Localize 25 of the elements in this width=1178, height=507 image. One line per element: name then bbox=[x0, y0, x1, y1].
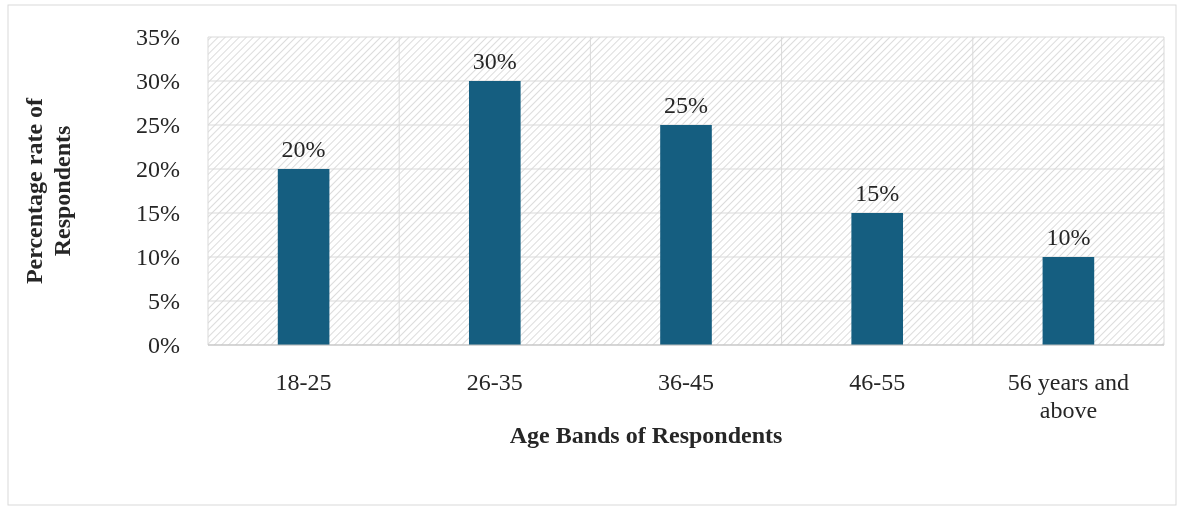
x-tick-label: 18-25 bbox=[275, 369, 332, 395]
x-axis-title: Age Bands of Respondents bbox=[509, 422, 783, 448]
y-tick-label: 10% bbox=[136, 244, 180, 271]
data-label: 10% bbox=[1046, 224, 1091, 250]
bar bbox=[660, 125, 712, 345]
bar bbox=[1042, 257, 1095, 345]
x-tick-label: 46-55 bbox=[849, 369, 906, 395]
y-tick-label: 30% bbox=[136, 68, 180, 95]
y-tick-label: 35% bbox=[136, 24, 180, 51]
y-tick-label: 5% bbox=[148, 288, 180, 315]
x-tick-label: 56 years and above bbox=[1007, 369, 1130, 423]
bar bbox=[277, 169, 330, 345]
x-tick-label: 36-45 bbox=[658, 369, 714, 395]
y-axis-title: Percentage rate of Respondents bbox=[21, 96, 75, 285]
data-label: 20% bbox=[281, 136, 326, 162]
bar bbox=[851, 213, 904, 345]
y-tick-label: 15% bbox=[136, 200, 180, 227]
y-tick-label: 25% bbox=[136, 112, 180, 139]
x-tick-label: 26-35 bbox=[466, 369, 523, 395]
data-label: 15% bbox=[855, 180, 900, 206]
y-tick-label: 20% bbox=[136, 156, 180, 183]
bar bbox=[468, 81, 521, 345]
data-label: 30% bbox=[472, 48, 517, 74]
data-label: 25% bbox=[664, 92, 708, 118]
y-tick-label: 0% bbox=[148, 332, 180, 359]
